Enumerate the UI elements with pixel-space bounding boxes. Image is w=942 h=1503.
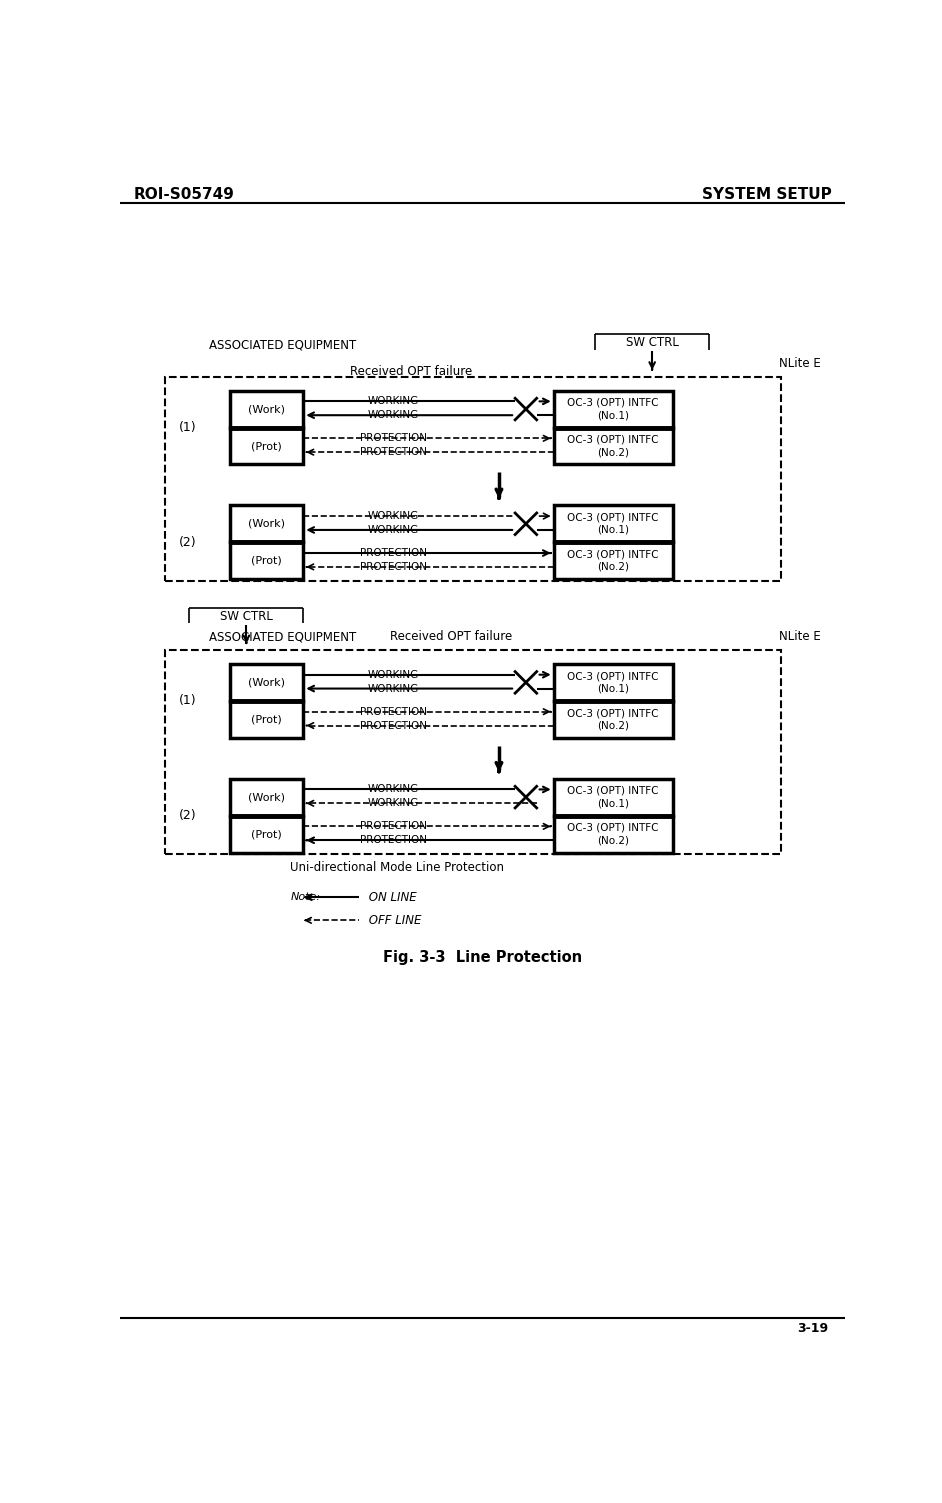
Text: (1): (1) [179, 694, 197, 708]
Bar [165, 651, 781, 854]
Text: PROTECTION: PROTECTION [360, 720, 427, 730]
Bar [554, 700, 673, 738]
Text: ASSOCIATED EQUIPMENT: ASSOCIATED EQUIPMENT [209, 338, 356, 352]
Text: Fig. 3-3  Line Protection: Fig. 3-3 Line Protection [383, 950, 582, 965]
Text: OC-3 (OPT) INTFC: OC-3 (OPT) INTFC [567, 434, 658, 445]
Text: WORKING: WORKING [367, 397, 419, 406]
Text: (No.1): (No.1) [597, 410, 629, 421]
Text: Uni-directional Mode Line Protection: Uni-directional Mode Line Protection [290, 861, 504, 875]
Bar [230, 700, 303, 738]
Text: PROTECTION: PROTECTION [360, 549, 427, 558]
Text: (1): (1) [179, 421, 197, 434]
Bar [554, 816, 673, 852]
Text: WORKING: WORKING [367, 798, 419, 809]
Bar [554, 779, 673, 816]
Bar [554, 505, 673, 543]
Text: WORKING: WORKING [367, 684, 419, 693]
Text: 3-19: 3-19 [797, 1323, 829, 1335]
Bar [554, 543, 673, 579]
Text: (No.2): (No.2) [597, 836, 629, 845]
Bar [230, 427, 303, 464]
Text: (Prot): (Prot) [251, 830, 282, 839]
Text: OC-3 (OPT) INTFC: OC-3 (OPT) INTFC [567, 398, 658, 407]
Bar [230, 816, 303, 852]
Text: WORKING: WORKING [367, 525, 419, 535]
Text: (2): (2) [179, 535, 197, 549]
Bar [230, 779, 303, 816]
Text: (No.1): (No.1) [597, 684, 629, 693]
Text: (Work): (Work) [248, 678, 284, 687]
Text: OC-3 (OPT) INTFC: OC-3 (OPT) INTFC [567, 513, 658, 523]
Text: PROTECTION: PROTECTION [360, 706, 427, 717]
Text: (Prot): (Prot) [251, 556, 282, 565]
Bar [165, 377, 781, 580]
Text: PROTECTION: PROTECTION [360, 836, 427, 845]
Text: OC-3 (OPT) INTFC: OC-3 (OPT) INTFC [567, 786, 658, 797]
Text: (No.1): (No.1) [597, 798, 629, 809]
Text: (Work): (Work) [248, 792, 284, 803]
Bar [230, 391, 303, 427]
Text: PROTECTION: PROTECTION [360, 433, 427, 443]
Bar [554, 427, 673, 464]
Text: (Prot): (Prot) [251, 714, 282, 724]
Text: PROTECTION: PROTECTION [360, 562, 427, 573]
Text: OC-3 (OPT) INTFC: OC-3 (OPT) INTFC [567, 550, 658, 559]
Text: ON LINE: ON LINE [365, 891, 416, 903]
Text: (No.1): (No.1) [597, 525, 629, 535]
Text: OC-3 (OPT) INTFC: OC-3 (OPT) INTFC [567, 672, 658, 681]
Text: PROTECTION: PROTECTION [360, 448, 427, 457]
Text: SW CTRL: SW CTRL [625, 337, 678, 349]
Bar [230, 505, 303, 543]
Text: OC-3 (OPT) INTFC: OC-3 (OPT) INTFC [567, 708, 658, 718]
Text: WORKING: WORKING [367, 785, 419, 795]
Text: (No.2): (No.2) [597, 448, 629, 457]
Text: PROTECTION: PROTECTION [360, 822, 427, 831]
Text: OC-3 (OPT) INTFC: OC-3 (OPT) INTFC [567, 824, 658, 833]
Text: NLite E: NLite E [779, 358, 821, 370]
Bar [554, 391, 673, 427]
Text: NLite E: NLite E [779, 630, 821, 643]
Bar [554, 664, 673, 700]
Text: (Work): (Work) [248, 404, 284, 413]
Text: WORKING: WORKING [367, 410, 419, 421]
Text: Received OPT failure: Received OPT failure [390, 630, 512, 643]
Text: ROI-S05749: ROI-S05749 [134, 186, 235, 201]
Text: OFF LINE: OFF LINE [365, 914, 421, 927]
Text: Received OPT failure: Received OPT failure [349, 365, 472, 377]
Text: (2): (2) [179, 809, 197, 822]
Text: SYSTEM SETUP: SYSTEM SETUP [702, 186, 832, 201]
Text: Note:: Note: [291, 893, 321, 902]
Text: (Prot): (Prot) [251, 440, 282, 451]
Bar [230, 543, 303, 579]
Text: WORKING: WORKING [367, 670, 419, 679]
Text: (No.2): (No.2) [597, 720, 629, 730]
Text: WORKING: WORKING [367, 511, 419, 522]
Text: (Work): (Work) [248, 519, 284, 529]
Text: SW CTRL: SW CTRL [219, 610, 273, 622]
Text: ASSOCIATED EQUIPMENT: ASSOCIATED EQUIPMENT [209, 630, 356, 643]
Text: (No.2): (No.2) [597, 562, 629, 573]
Bar [230, 664, 303, 700]
